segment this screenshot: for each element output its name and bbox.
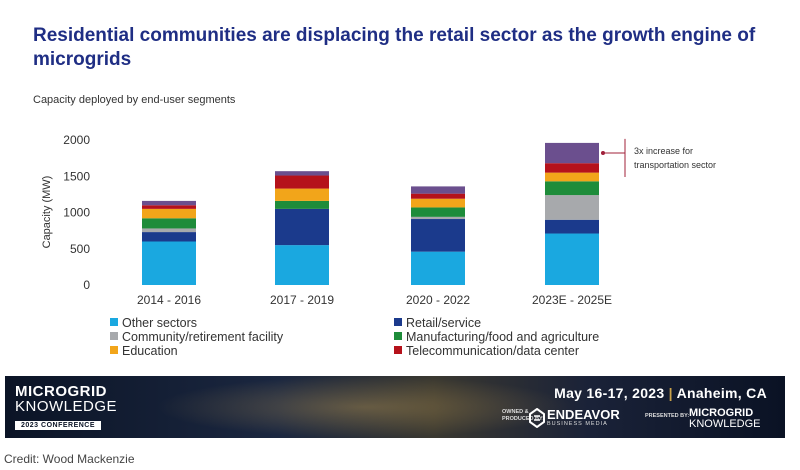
y-tick-label: 500 xyxy=(70,242,90,256)
legend-swatch xyxy=(394,332,402,340)
bar-segment xyxy=(545,163,599,173)
bar-segment xyxy=(545,172,599,182)
bar-segment xyxy=(142,200,196,206)
legend-item: Education xyxy=(110,344,178,359)
chart-title: Residential communities are displacing t… xyxy=(33,25,756,70)
bar-segment xyxy=(411,198,465,208)
bar-segment xyxy=(411,193,465,199)
legend-swatch xyxy=(110,318,118,326)
legend-item: Other sectors xyxy=(110,316,197,331)
bar-segment xyxy=(545,142,599,164)
bar-segment xyxy=(275,245,329,285)
presented-by-label: PRESENTED BY: xyxy=(645,413,690,419)
bar-segment xyxy=(545,195,599,220)
legend-label: Manufacturing/food and agriculture xyxy=(406,330,600,344)
bar-segment xyxy=(275,200,329,209)
endeavor-logo: ENDEAVOR BUSINESS MEDIA xyxy=(529,408,620,428)
event-info: May 16-17, 2023 | Anaheim, CA xyxy=(554,385,767,401)
bar-segment xyxy=(142,232,196,242)
bar-segment xyxy=(545,219,599,234)
annotation-dot xyxy=(601,151,605,156)
bar-segment xyxy=(545,181,599,196)
chart-subtitle: Capacity deployed by end-user segments xyxy=(33,94,236,106)
legend-item: Manufacturing/food and agriculture xyxy=(394,330,599,345)
x-tick-label: 2017 - 2019 xyxy=(270,293,334,307)
bar-segment xyxy=(275,208,329,246)
legend-swatch xyxy=(110,332,118,340)
bar-segment xyxy=(142,205,196,209)
microgrid-knowledge-logo: MICROGRID KNOWLEDGE 2023 CONFERENCE xyxy=(15,383,118,430)
y-tick-label: 2000 xyxy=(63,133,90,147)
banner-city-glow xyxy=(155,376,575,438)
y-tick-label: 1000 xyxy=(63,206,90,220)
legend-label: Education xyxy=(122,344,178,358)
x-tick-label: 2014 - 2016 xyxy=(137,293,201,307)
legend-swatch xyxy=(110,346,118,354)
x-tick-label: 2023E - 2025E xyxy=(532,293,612,307)
bar-segment xyxy=(142,208,196,219)
stacked-bar-chart: Capacity (MW) 0 500 1000 1500 2000 2014 - 2016… xyxy=(41,133,716,307)
legend-label: Retail/service xyxy=(406,316,482,330)
bar-segment xyxy=(275,171,329,176)
bar-segment xyxy=(411,216,465,220)
legend-label: Community/retirement facility xyxy=(122,330,284,344)
y-axis-label: Capacity (MW) xyxy=(41,176,53,249)
bar-segment xyxy=(411,207,465,217)
bar-segment xyxy=(275,188,329,201)
bar-segment xyxy=(545,233,599,285)
event-location: Anaheim, CA xyxy=(676,385,767,401)
endeavor-mark-icon xyxy=(529,408,545,428)
legend-label: Telecommunication/data center xyxy=(406,344,580,358)
conference-banner: MICROGRID KNOWLEDGE 2023 CONFERENCE May … xyxy=(5,376,785,438)
legend-item: Telecommunication/data center xyxy=(394,344,579,359)
owned-produced-label: OWNED & PRODUCED BY: xyxy=(502,409,545,422)
image-credit: Credit: Wood Mackenzie xyxy=(4,452,135,466)
legend-swatch xyxy=(394,318,402,326)
bar-segment xyxy=(142,241,196,285)
legend-item: Retail/service xyxy=(394,316,481,331)
x-tick-label: 2020 - 2022 xyxy=(406,293,470,307)
event-date: May 16-17, 2023 xyxy=(554,385,665,401)
y-tick-label: 1500 xyxy=(63,169,90,183)
microgrid-knowledge-logo-right: MICROGRID KNOWLEDGE xyxy=(689,407,761,430)
legend-label: Other sectors xyxy=(122,316,198,330)
bar-segment xyxy=(411,186,465,194)
legend-swatch xyxy=(394,346,402,354)
bar-segment xyxy=(411,219,465,252)
bar-segment xyxy=(142,228,196,233)
event-separator: | xyxy=(668,385,673,401)
annotation-text-line1: 3x increase for xyxy=(634,146,693,156)
conference-badge: 2023 CONFERENCE xyxy=(15,421,102,430)
legend-item: Community/retirement facility xyxy=(110,330,283,345)
bar-segment xyxy=(275,175,329,189)
bar-segment xyxy=(411,251,465,285)
annotation-text-line2: transportation sector xyxy=(634,160,716,170)
y-tick-label: 0 xyxy=(83,278,90,292)
bar-segment xyxy=(142,218,196,229)
